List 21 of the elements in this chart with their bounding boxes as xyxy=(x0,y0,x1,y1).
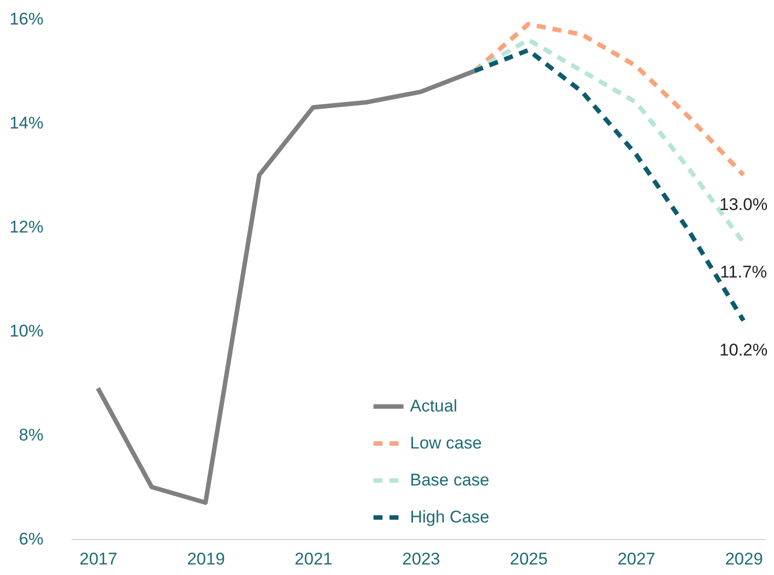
data-label: 10.2% xyxy=(719,340,768,360)
x-tick-label: 2021 xyxy=(294,550,333,568)
line-series xyxy=(472,22,746,178)
legend-label: Actual xyxy=(410,396,458,416)
x-tick-label: 2023 xyxy=(402,550,440,568)
y-tick-label: 16% xyxy=(9,10,44,28)
data-label: 13.0% xyxy=(719,195,768,214)
data-label: 11.7% xyxy=(720,262,767,282)
x-tick-label: 2029 xyxy=(725,550,763,568)
x-tick-label: 2019 xyxy=(187,550,225,568)
x-tick-label: 2025 xyxy=(510,550,548,568)
x-tick-label: 2017 xyxy=(79,550,118,568)
y-tick-label: 8% xyxy=(18,426,44,444)
y-tick-label: 10% xyxy=(9,322,44,340)
y-tick-label: 12% xyxy=(9,218,44,236)
y-tick-label: 6% xyxy=(18,530,44,548)
y-tick-label: 14% xyxy=(9,114,44,132)
legend-label: Low case xyxy=(410,434,482,452)
legend-label: High Case xyxy=(410,508,490,526)
legend-label: Base case xyxy=(410,470,490,490)
x-tick-label: 2027 xyxy=(617,550,656,568)
